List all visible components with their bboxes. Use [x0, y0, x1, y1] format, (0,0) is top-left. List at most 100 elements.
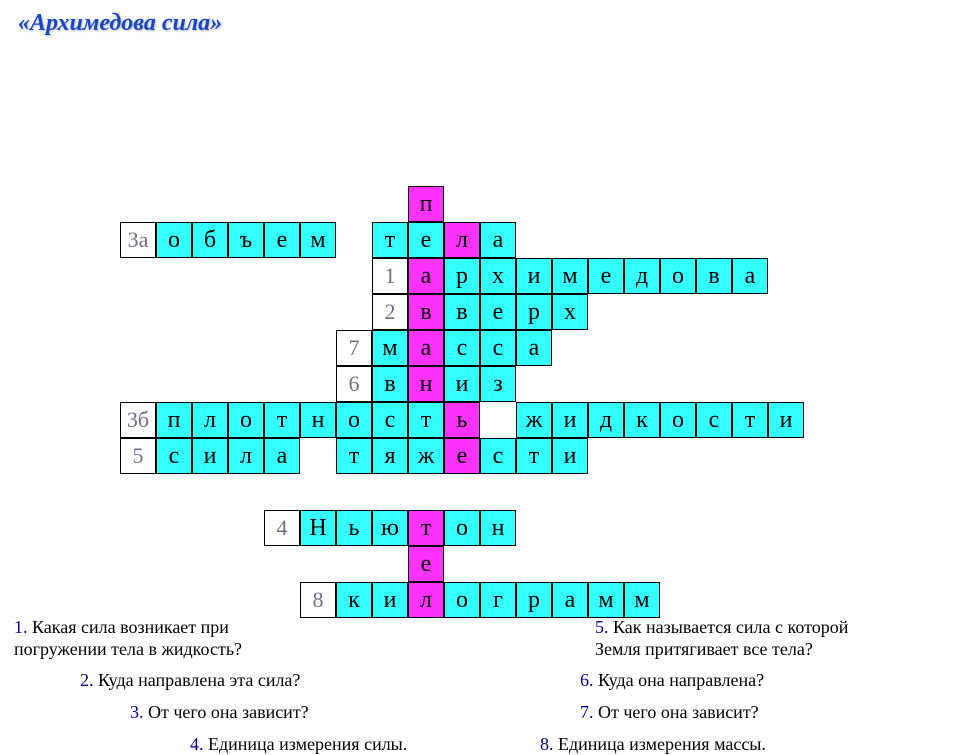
clue-number: 3. — [130, 702, 148, 722]
letter-cell: в — [408, 294, 444, 330]
letter-cell: в — [696, 258, 732, 294]
letter-cell: т — [408, 510, 444, 546]
letter-cell: л — [444, 222, 480, 258]
letter-cell: а — [408, 258, 444, 294]
letter-cell: а — [732, 258, 768, 294]
letter-cell: л — [408, 582, 444, 618]
letter-cell: и — [372, 582, 408, 618]
letter-cell: т — [336, 438, 372, 474]
clue-number-cell: 2 — [372, 294, 408, 330]
letter-cell: т — [516, 438, 552, 474]
letter-cell: о — [444, 510, 480, 546]
letter-cell: в — [444, 294, 480, 330]
letter-cell: с — [156, 438, 192, 474]
clue-text: Как называется сила с которой — [613, 617, 848, 637]
letter-cell: м — [300, 222, 336, 258]
letter-cell: р — [516, 294, 552, 330]
letter-cell: н — [480, 510, 516, 546]
letter-cell: с — [480, 330, 516, 366]
page-title: «Архимедова сила» — [18, 10, 222, 37]
letter-cell: н — [408, 366, 444, 402]
clue-number: 1. — [14, 617, 32, 637]
letter-cell: и — [444, 366, 480, 402]
letter-cell: о — [660, 402, 696, 438]
clue-text: погружении тела в жидкость? — [14, 639, 242, 659]
letter-cell: м — [588, 582, 624, 618]
letter-cell: м — [624, 582, 660, 618]
clue-line: Земля притягивает все тела? — [595, 639, 813, 660]
letter-cell: и — [516, 258, 552, 294]
clue-line: 4. Единица измерения силы. — [190, 734, 407, 755]
letter-cell: е — [264, 222, 300, 258]
clue-line: 6. Куда она направлена? — [580, 670, 764, 691]
clue-text: Куда она направлена? — [598, 670, 764, 690]
letter-cell: и — [192, 438, 228, 474]
letter-cell: а — [408, 330, 444, 366]
letter-cell: с — [444, 330, 480, 366]
letter-cell: и — [768, 402, 804, 438]
letter-cell — [480, 402, 516, 438]
clue-text: От чего она зависит? — [148, 702, 309, 722]
clue-text: Единица измерения силы. — [208, 734, 407, 754]
letter-cell: п — [408, 186, 444, 222]
letter-cell: х — [552, 294, 588, 330]
letter-cell: л — [228, 438, 264, 474]
letter-cell: д — [588, 402, 624, 438]
clue-number-cell: 4 — [264, 510, 300, 546]
letter-cell: ъ — [228, 222, 264, 258]
letter-cell: я — [372, 438, 408, 474]
letter-cell: в — [372, 366, 408, 402]
letter-cell: с — [480, 438, 516, 474]
clue-number: 7. — [580, 702, 598, 722]
letter-cell: е — [588, 258, 624, 294]
letter-cell — [300, 438, 336, 474]
letter-cell: п — [156, 402, 192, 438]
clue-text: Какая сила возникает при — [32, 617, 229, 637]
clue-text: Куда направлена эта сила? — [98, 670, 300, 690]
clue-number-cell: 3б — [120, 402, 156, 438]
clue-number: 5. — [595, 617, 613, 637]
letter-cell: с — [372, 402, 408, 438]
letter-cell: д — [624, 258, 660, 294]
letter-cell: к — [336, 582, 372, 618]
letter-cell: о — [444, 582, 480, 618]
letter-cell: е — [408, 546, 444, 582]
clue-line: погружении тела в жидкость? — [14, 639, 242, 660]
letter-cell: т — [732, 402, 768, 438]
letter-cell: н — [300, 402, 336, 438]
clue-number-cell: 5 — [120, 438, 156, 474]
clue-number-cell: 6 — [336, 366, 372, 402]
letter-cell: ж — [516, 402, 552, 438]
clue-number: 8. — [540, 734, 558, 754]
clue-line: 8. Единица измерения массы. — [540, 734, 766, 755]
clue-line: 2. Куда направлена эта сила? — [80, 670, 300, 691]
clue-number-cell: 7 — [336, 330, 372, 366]
letter-cell: Н — [300, 510, 336, 546]
letter-cell: ж — [408, 438, 444, 474]
letter-cell: ь — [336, 510, 372, 546]
letter-cell: т — [372, 222, 408, 258]
letter-cell: г — [480, 582, 516, 618]
clue-number: 2. — [80, 670, 98, 690]
letter-cell: б — [192, 222, 228, 258]
letter-cell: е — [444, 438, 480, 474]
letter-cell: о — [336, 402, 372, 438]
letter-cell: о — [660, 258, 696, 294]
clue-line: 1. Какая сила возникает при — [14, 617, 229, 638]
clue-text: Земля притягивает все тела? — [595, 639, 813, 659]
letter-cell: а — [480, 222, 516, 258]
letter-cell: а — [264, 438, 300, 474]
clue-number-cell: 1 — [372, 258, 408, 294]
letter-cell: т — [264, 402, 300, 438]
letter-cell — [336, 222, 372, 258]
letter-cell: а — [516, 330, 552, 366]
clue-number-cell: 3а — [120, 222, 156, 258]
letter-cell: ь — [444, 402, 480, 438]
letter-cell: л — [192, 402, 228, 438]
letter-cell: с — [696, 402, 732, 438]
letter-cell: и — [552, 402, 588, 438]
letter-cell: р — [444, 258, 480, 294]
letter-cell: е — [480, 294, 516, 330]
letter-cell: е — [408, 222, 444, 258]
clue-number: 4. — [190, 734, 208, 754]
